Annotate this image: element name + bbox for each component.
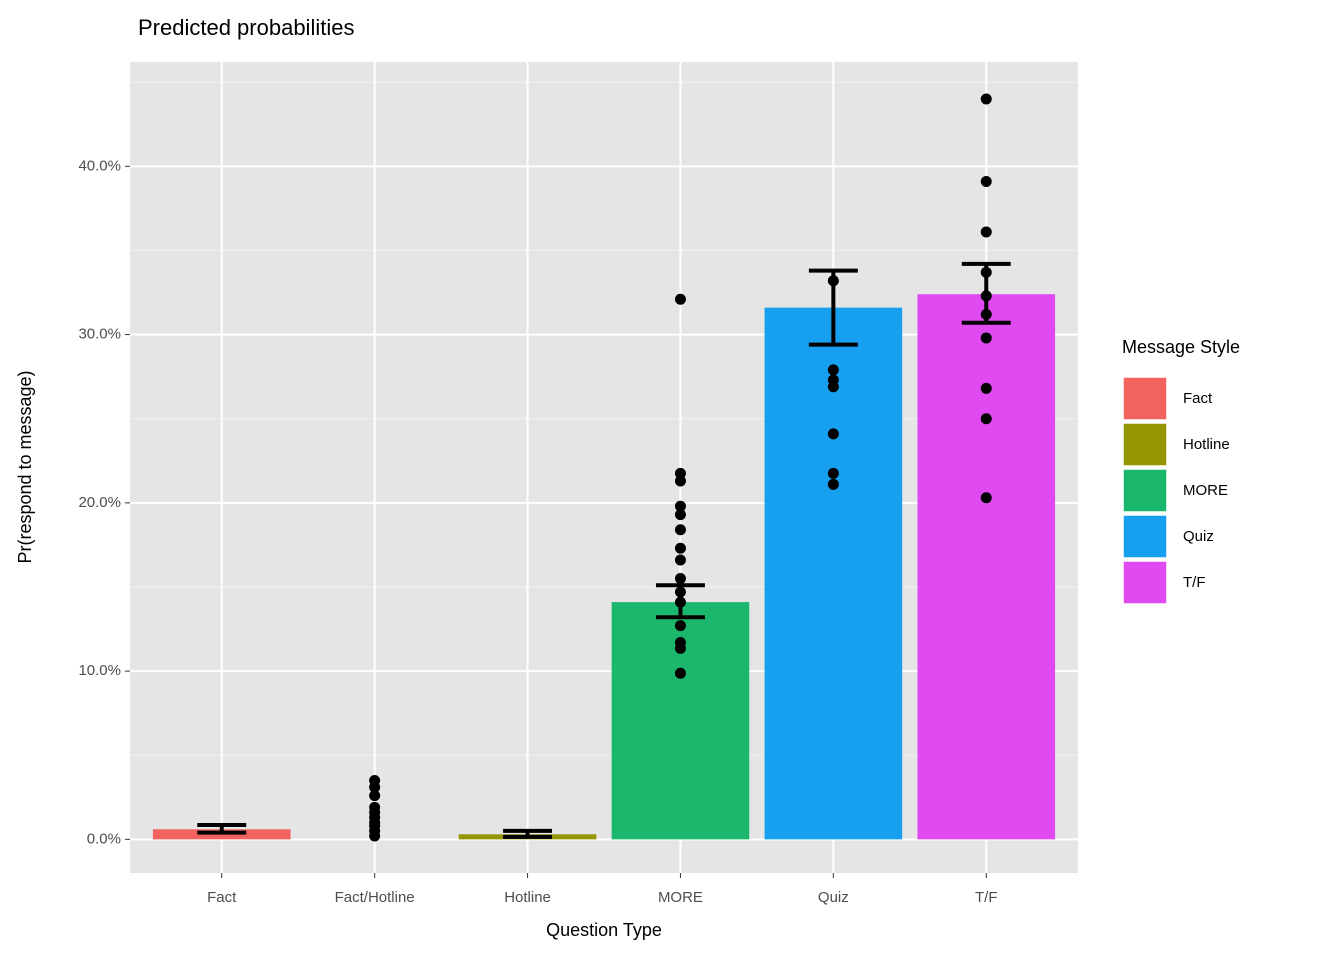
error-bar <box>197 823 247 835</box>
legend-key <box>1122 422 1168 467</box>
bar <box>764 307 903 840</box>
marks <box>152 93 1056 842</box>
x-axis-title: Question Type <box>546 920 662 940</box>
legend-key <box>1122 376 1168 421</box>
chart-title: Predicted probabilities <box>138 15 354 40</box>
y-tick-label: 30.0% <box>78 326 121 343</box>
y-tick-label: 20.0% <box>78 494 121 511</box>
point <box>369 830 381 842</box>
point <box>674 667 686 679</box>
point <box>674 475 686 487</box>
point <box>674 542 686 554</box>
legend-label: Hotline <box>1183 436 1230 453</box>
point <box>674 642 686 654</box>
point <box>980 332 992 344</box>
point <box>980 175 992 187</box>
legend-title: Message Style <box>1122 337 1240 357</box>
y-tick-label: 40.0% <box>78 157 121 174</box>
error-bar <box>808 268 858 347</box>
point <box>674 524 686 536</box>
legend-key <box>1122 468 1168 513</box>
y-tick-label: 0.0% <box>87 830 121 847</box>
x-tick-label: T/F <box>975 889 998 906</box>
point <box>674 467 686 479</box>
point <box>980 382 992 394</box>
point <box>674 509 686 521</box>
legend-label: Quiz <box>1183 528 1214 545</box>
point <box>980 93 992 105</box>
y-axis-title: Pr(respond to message) <box>15 370 35 563</box>
point <box>827 478 839 490</box>
point <box>827 428 839 440</box>
x-tick-label: Fact <box>207 889 237 906</box>
y-tick-label: 10.0% <box>78 662 121 679</box>
x-tick-label: Fact/Hotline <box>335 889 415 906</box>
legend-label: MORE <box>1183 482 1228 499</box>
point <box>674 554 686 566</box>
point <box>980 492 992 504</box>
legend-label: Fact <box>1183 390 1213 407</box>
legend-key <box>1122 560 1168 605</box>
error-bar <box>961 261 1011 325</box>
point <box>674 620 686 632</box>
bar <box>917 294 1056 840</box>
point <box>827 467 839 479</box>
point <box>827 381 839 393</box>
point <box>674 500 686 512</box>
error-bar <box>503 828 553 839</box>
point <box>980 226 992 238</box>
point <box>369 781 381 793</box>
point <box>674 293 686 305</box>
legend-label: T/F <box>1183 574 1206 591</box>
x-tick-label: Quiz <box>818 889 849 906</box>
error-bar <box>655 583 705 620</box>
point <box>827 364 839 376</box>
point <box>674 573 686 585</box>
legend-key <box>1122 514 1168 559</box>
x-tick-label: Hotline <box>504 889 551 906</box>
point <box>369 790 381 802</box>
point <box>980 413 992 425</box>
x-tick-label: MORE <box>658 889 703 906</box>
